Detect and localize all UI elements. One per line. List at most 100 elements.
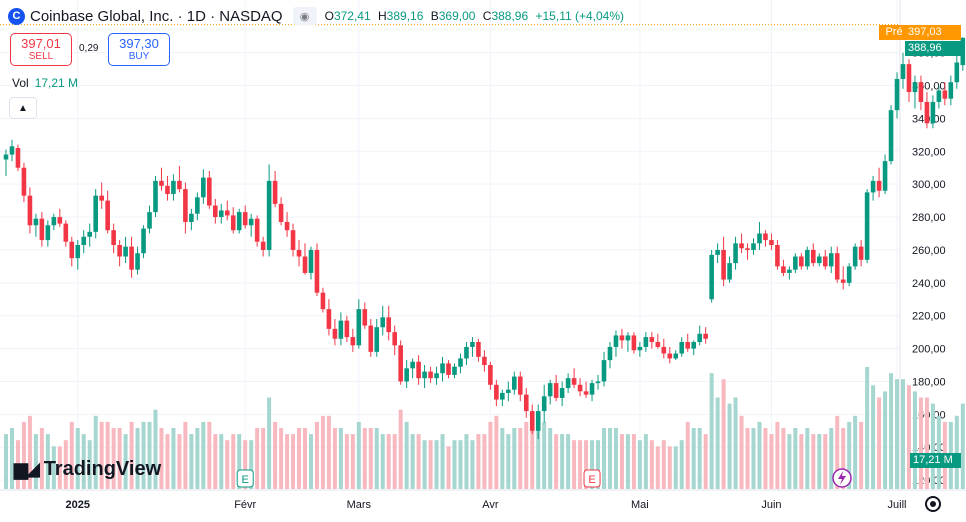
volume-bar — [787, 434, 792, 489]
volume-bar — [303, 428, 307, 489]
candle-body — [733, 243, 738, 264]
candle-body — [207, 177, 212, 206]
volume-bar — [21, 421, 26, 489]
volume-bar — [536, 421, 541, 489]
volume-bar — [733, 397, 738, 489]
volume-bar — [781, 428, 786, 489]
candle-body — [870, 180, 876, 193]
volume-bar — [165, 434, 170, 489]
volume-bar — [231, 434, 236, 489]
volume-bar — [865, 367, 870, 489]
volume-bar — [428, 440, 433, 489]
candle-body — [715, 249, 720, 255]
volume-bar — [494, 415, 499, 489]
eye-icon[interactable]: ◉ — [292, 7, 317, 25]
candle-body — [224, 210, 230, 216]
buy-button[interactable]: 397,30 BUY — [108, 33, 170, 66]
candle-body — [464, 346, 469, 359]
volume-legend[interactable]: Vol 17,21 M — [12, 76, 78, 90]
y-tick-label: 200,00 — [912, 344, 946, 356]
volume-bar — [470, 440, 475, 489]
candle-body — [332, 328, 338, 339]
volume-bar — [572, 440, 577, 489]
volume-bar — [291, 434, 296, 489]
candle-body — [446, 363, 451, 375]
volume-bar — [195, 428, 200, 489]
x-tick-label: Mars — [347, 499, 372, 511]
volume-label: Vol — [12, 76, 29, 90]
candle-body — [213, 205, 218, 218]
candle-body — [517, 376, 523, 395]
candle-body — [165, 185, 170, 195]
candle-body — [93, 195, 98, 232]
volume-bar — [811, 434, 816, 489]
candle-body — [631, 335, 637, 351]
volume-bar — [703, 434, 708, 489]
volume-bar — [482, 434, 487, 489]
volume-bar — [625, 434, 630, 489]
candle-body — [571, 378, 577, 385]
chevron-up-icon: ▲ — [18, 102, 28, 114]
candle-body — [428, 371, 433, 379]
volume-bar — [530, 415, 535, 489]
y-tick-label: 220,00 — [912, 311, 946, 323]
candle-body — [129, 246, 134, 270]
x-tick-label: Févr — [234, 499, 256, 511]
candle-body — [9, 146, 15, 155]
earnings-marker[interactable]: E — [583, 469, 601, 488]
candle-body — [278, 203, 284, 222]
candle-body — [793, 256, 798, 270]
buy-label: BUY — [128, 51, 150, 62]
settings-gear-icon[interactable] — [925, 496, 941, 512]
candle-body — [272, 180, 278, 204]
candle-body — [398, 345, 403, 382]
volume-bar — [918, 397, 923, 489]
symbol-title[interactable]: Coinbase Global, Inc. · 1D · NASDAQ — [30, 7, 283, 25]
candle-body — [296, 249, 302, 257]
candle-body — [535, 411, 541, 431]
candle-body — [380, 317, 386, 328]
volume-bar — [111, 428, 116, 489]
volume-bar — [883, 391, 888, 489]
buy-price: 397,30 — [119, 36, 159, 51]
volume-bar — [679, 440, 684, 489]
candle-body — [769, 240, 774, 245]
candle-body — [757, 233, 762, 244]
candle-body — [637, 346, 643, 351]
candle-body — [811, 249, 816, 264]
candle-body — [559, 388, 565, 398]
premarket-price-tag: 397,03 — [905, 25, 961, 40]
volume-bar — [261, 428, 266, 489]
volume-bar — [141, 421, 146, 489]
sell-button[interactable]: 397,01 SELL — [10, 33, 72, 66]
volume-bar — [225, 440, 230, 489]
volume-bar — [542, 421, 547, 489]
volume-bar — [285, 434, 290, 489]
candle-body — [476, 342, 481, 357]
candle-body — [374, 327, 380, 352]
volume-bar — [655, 446, 660, 489]
ohlc-high: 389,16 — [386, 9, 424, 23]
lightning-event-icon[interactable] — [832, 468, 852, 488]
candle-body — [302, 256, 308, 273]
candle-body — [21, 167, 27, 196]
candle-body — [685, 342, 691, 349]
volume-bar — [344, 434, 349, 489]
candle-body — [607, 346, 613, 361]
volume-bar — [548, 428, 553, 489]
candle-body — [512, 376, 517, 390]
candle-body — [183, 189, 188, 222]
candle-body — [458, 358, 463, 367]
candle-body — [171, 180, 176, 195]
collapse-legend-button[interactable]: ▲ — [9, 97, 37, 119]
volume-bar — [960, 403, 965, 489]
candle-body — [320, 292, 326, 310]
volume-bar — [799, 434, 804, 489]
volume-bar — [512, 428, 517, 489]
candle-body — [691, 342, 696, 349]
earnings-marker[interactable]: E — [236, 469, 254, 488]
candle-body — [565, 378, 571, 389]
tradingview-watermark[interactable]: ▆◢ TradingView — [14, 458, 161, 481]
volume-bar — [805, 428, 810, 489]
